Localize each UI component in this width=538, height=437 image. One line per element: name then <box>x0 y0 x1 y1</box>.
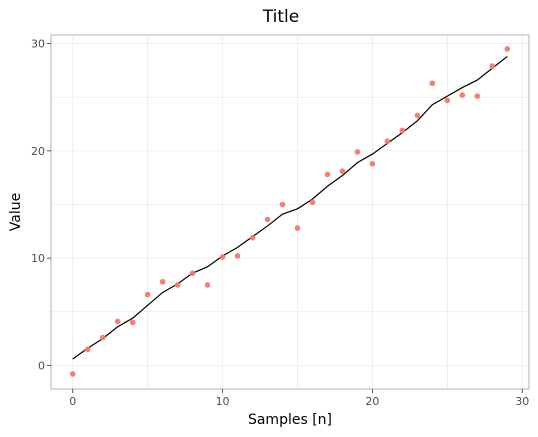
data-point <box>189 270 196 276</box>
data-point <box>384 138 391 144</box>
data-point <box>69 371 76 377</box>
data-point <box>264 216 271 223</box>
grid-lines <box>51 35 529 389</box>
plot-panel <box>50 34 530 390</box>
data-point <box>399 127 406 134</box>
data-point <box>354 149 361 155</box>
y-tick-label: 20 <box>31 145 45 158</box>
data-point <box>114 318 121 325</box>
data-point <box>99 334 106 341</box>
data-point <box>489 63 496 69</box>
data-point <box>144 291 151 298</box>
data-point <box>369 160 376 167</box>
x-tick-label: 0 <box>69 395 76 408</box>
data-point <box>159 278 166 285</box>
data-point <box>474 93 481 99</box>
data-point <box>129 319 136 326</box>
data-point <box>444 97 451 104</box>
data-point <box>234 253 241 259</box>
data-point <box>324 171 331 178</box>
y-tick-label: 0 <box>38 359 45 372</box>
data-point <box>249 234 256 241</box>
data-point <box>414 112 421 119</box>
x-tick-label: 30 <box>515 395 529 408</box>
data-point <box>84 346 91 353</box>
data-point <box>504 46 511 52</box>
chart-marks <box>69 46 511 377</box>
y-tick-label: 30 <box>31 38 45 51</box>
x-tick-label: 10 <box>216 395 230 408</box>
data-point <box>219 254 226 260</box>
data-point <box>294 225 301 231</box>
data-point <box>279 201 286 208</box>
y-tick-label: 10 <box>31 252 45 265</box>
data-point <box>339 168 346 175</box>
data-point <box>174 282 181 288</box>
data-point <box>309 199 316 206</box>
chart-title: Title <box>262 7 299 27</box>
trend-line <box>72 55 508 360</box>
y-axis-label: Value <box>8 193 24 231</box>
x-axis-label: Samples [n] <box>248 412 332 428</box>
axes: 0 10 20 30 0 10 20 30 <box>31 38 529 408</box>
data-point <box>459 92 466 98</box>
x-tick-label: 20 <box>365 395 379 408</box>
data-point <box>204 282 211 288</box>
data-point <box>429 80 436 87</box>
